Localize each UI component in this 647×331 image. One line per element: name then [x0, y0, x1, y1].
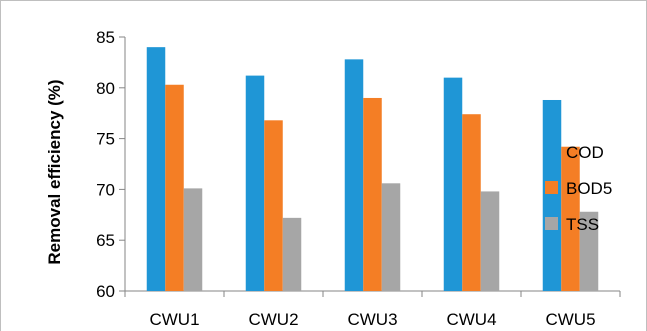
- y-tick-label: 65: [96, 231, 115, 250]
- x-tick-label: CWU4: [446, 310, 496, 329]
- plot-area: 60 65 70 75 80 85 CWU1 CWU2 CWU3 CWU4 CWU5: [96, 28, 620, 329]
- bar-cod-cwu3: [345, 59, 364, 291]
- y-tick-label: 70: [96, 180, 115, 199]
- bar-tss-cwu4: [481, 191, 500, 291]
- legend: COD BOD5 TSS: [545, 143, 612, 234]
- bar-bod5-cwu1: [165, 85, 184, 291]
- legend-swatch-bod5: [545, 181, 558, 194]
- legend-swatch-cod: [545, 145, 558, 158]
- bar-tss-cwu2: [283, 218, 302, 291]
- bar-cod-cwu5: [543, 100, 562, 291]
- bar-bod5-cwu3: [363, 98, 382, 291]
- y-tick-label: 75: [96, 130, 115, 149]
- bar-tss-cwu3: [382, 183, 401, 291]
- legend-label-tss: TSS: [566, 215, 599, 234]
- bar-bod5-cwu2: [264, 120, 283, 291]
- y-tick-label: 60: [96, 282, 115, 301]
- bar-cod-cwu1: [147, 47, 166, 291]
- x-tick-label: CWU1: [149, 310, 199, 329]
- x-tick-label: CWU2: [248, 310, 298, 329]
- y-tick-label: 85: [96, 28, 115, 47]
- x-tick-label: CWU5: [545, 310, 595, 329]
- bar-cod-cwu4: [444, 78, 463, 291]
- x-tick-label: CWU3: [347, 310, 397, 329]
- y-tick-label: 80: [96, 79, 115, 98]
- bar-bod5-cwu4: [462, 114, 481, 291]
- x-axis-ticks: CWU1 CWU2 CWU3 CWU4 CWU5: [125, 291, 620, 329]
- y-axis-ticks: 60 65 70 75 80 85: [96, 28, 125, 301]
- bars: [147, 47, 599, 291]
- legend-swatch-tss: [545, 217, 558, 230]
- bar-tss-cwu1: [184, 188, 203, 291]
- legend-label-bod5: BOD5: [566, 179, 612, 198]
- bar-cod-cwu2: [246, 76, 265, 291]
- y-axis-title: Removal efficiency (%): [45, 79, 64, 264]
- legend-label-cod: COD: [566, 143, 604, 162]
